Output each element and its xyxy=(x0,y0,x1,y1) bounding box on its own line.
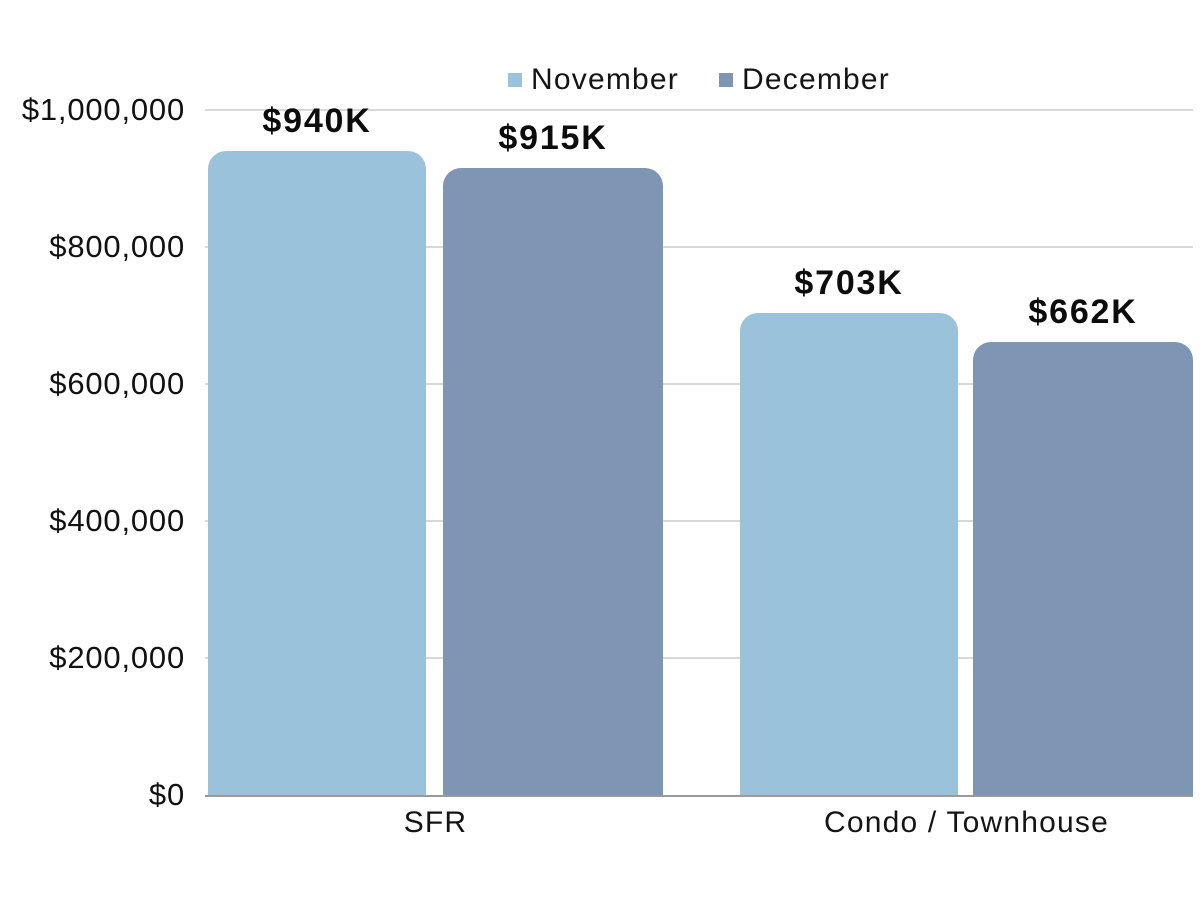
bar-value-label: $703K xyxy=(794,264,904,303)
y-tick-label: $0 xyxy=(148,777,185,812)
legend-label-december: December xyxy=(742,63,890,96)
bar-december-0 xyxy=(443,168,663,795)
chart-legend: November December xyxy=(205,58,1193,102)
gridline xyxy=(205,520,1193,522)
december-swatch-icon xyxy=(719,73,733,87)
category-label: Condo / Townhouse xyxy=(823,806,1110,839)
y-tick-label: $400,000 xyxy=(49,503,185,538)
y-tick-label: $200,000 xyxy=(49,640,185,675)
x-axis: SFR Condo / Townhouse xyxy=(205,806,1193,856)
bar-november-0 xyxy=(208,151,426,795)
category-label: SFR xyxy=(403,806,468,839)
november-swatch-icon xyxy=(508,73,523,87)
legend-item-december: December xyxy=(719,63,890,97)
gridline xyxy=(205,383,1193,385)
y-tick-label: $800,000 xyxy=(49,229,185,264)
y-axis: $1,000,000 $800,000 $600,000 $400,000 $200,0… xyxy=(0,92,185,812)
legend-label-november: November xyxy=(531,63,679,96)
gridline xyxy=(205,657,1193,659)
bar-november-1 xyxy=(740,313,958,795)
legend-item-november: November xyxy=(508,63,679,97)
gridline xyxy=(205,109,1193,111)
bar-december-1 xyxy=(973,341,1193,795)
y-tick-label: $1,000,000 xyxy=(21,92,185,127)
bar-value-label: $662K xyxy=(1028,292,1138,331)
gridline xyxy=(205,246,1193,248)
plot-area: $940K $915K $703K $662K xyxy=(205,102,1193,797)
y-tick-label: $600,000 xyxy=(49,366,185,401)
bar-value-label: $940K xyxy=(262,102,372,141)
bar-value-label: $915K xyxy=(498,119,608,158)
